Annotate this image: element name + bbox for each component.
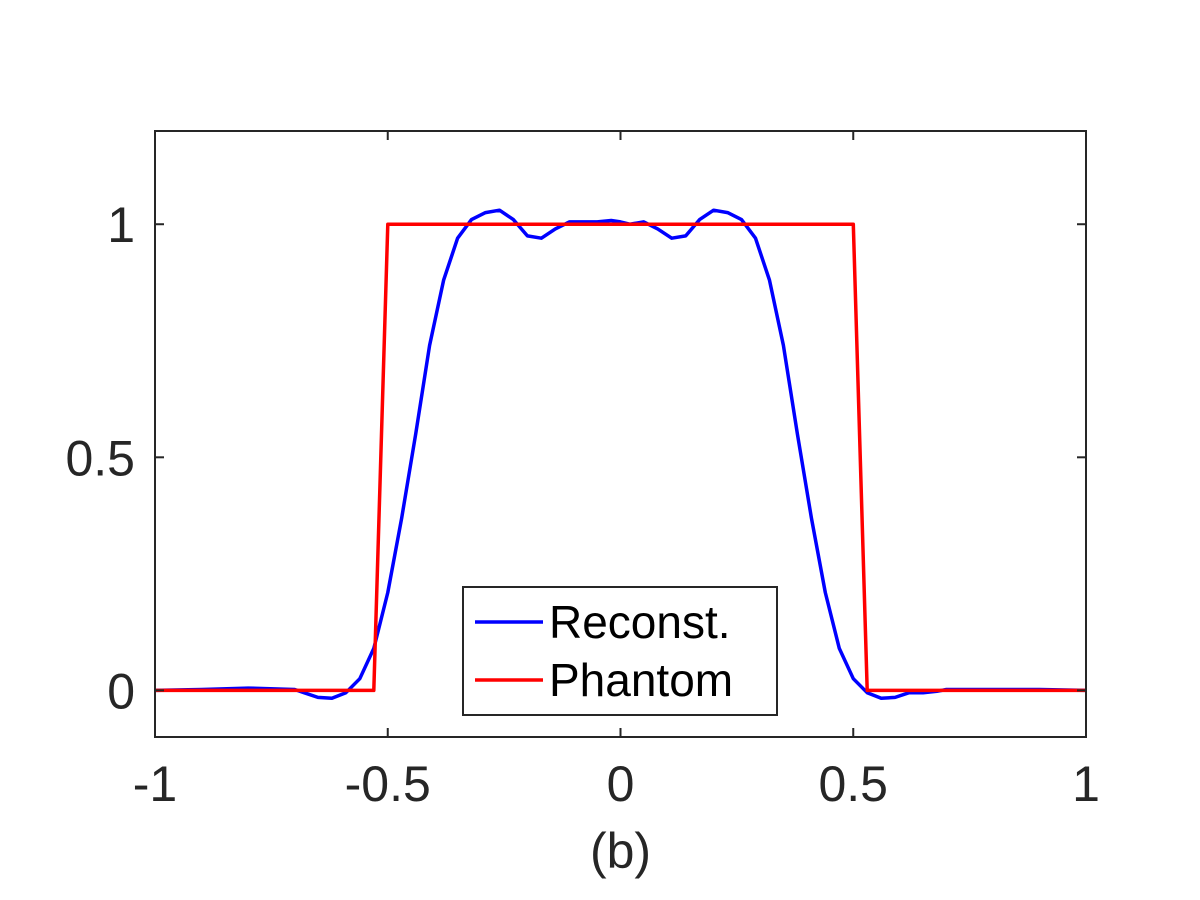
x-axis-label: (b) (590, 823, 651, 879)
tick-labels-group: -1 -0.5 0 0.5 1 0 0.5 1 (65, 197, 1099, 812)
y-tick-label: 1 (107, 197, 135, 253)
y-tick-label: 0 (107, 663, 135, 719)
y-tick-label: 0.5 (65, 430, 135, 486)
x-tick-label: 0 (607, 756, 635, 812)
x-tick-label: 1 (1072, 756, 1100, 812)
legend-box (462, 586, 778, 716)
x-tick-label: -0.5 (345, 756, 431, 812)
series-line-phantom (155, 222, 1086, 693)
ticks-group (154, 131, 1087, 737)
legend: Reconst. Phantom (462, 586, 778, 716)
x-tick-label: -1 (133, 756, 177, 812)
x-tick-label: 0.5 (818, 756, 888, 812)
legend-label: Reconst. (549, 596, 731, 648)
legend-label: Phantom (549, 654, 733, 706)
series-group (154, 208, 1087, 701)
